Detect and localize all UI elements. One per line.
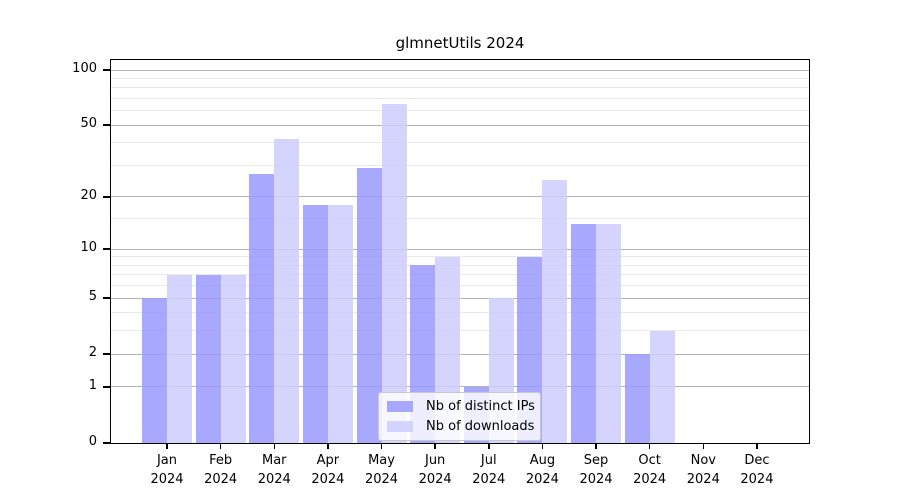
- chart-title: glmnetUtils 2024: [395, 34, 525, 52]
- x-tick-label-feb: Feb 2024: [204, 453, 238, 487]
- x-tick-label-jul: Jul 2024: [472, 453, 506, 487]
- bar-downloads-may: [381, 104, 407, 443]
- bar-distinct-ips-may: [356, 168, 382, 443]
- x-tick-label-sep: Sep 2024: [579, 453, 613, 487]
- x-tick-mark: [327, 443, 329, 449]
- bar-downloads-jan: [167, 274, 192, 443]
- x-tick-mark: [595, 443, 597, 449]
- legend-item-downloads: Nb of downloads: [387, 419, 535, 434]
- y-tick-label: 1: [88, 377, 97, 393]
- y-tick-mark: [103, 353, 110, 355]
- y-tick-label: 100: [72, 61, 97, 76]
- x-tick-label-apr: Apr 2024: [311, 453, 345, 487]
- y-tick-label: 2: [88, 345, 97, 361]
- y-tick-mark: [103, 442, 110, 444]
- x-tick-label-nov: Nov 2024: [686, 453, 720, 487]
- major-gridline: [110, 196, 810, 198]
- legend-swatch-downloads: [387, 421, 413, 432]
- y-tick-mark: [103, 196, 110, 198]
- x-tick-mark: [488, 443, 490, 449]
- y-tick-label: 50: [80, 116, 97, 132]
- minor-gridline: [110, 142, 810, 144]
- x-tick-mark: [166, 443, 168, 449]
- y-tick-label: 10: [80, 240, 97, 256]
- bar-downloads-sep: [596, 224, 622, 443]
- major-gridline: [110, 248, 810, 250]
- bar-distinct-ips-mar: [249, 173, 275, 443]
- legend-item-distinct-ips: Nb of distinct IPs: [387, 399, 535, 414]
- minor-gridline: [110, 110, 810, 112]
- y-tick-mark: [103, 297, 110, 299]
- bar-downloads-apr: [327, 205, 353, 443]
- bar-distinct-ips-jan: [142, 298, 167, 443]
- bar-distinct-ips-oct: [624, 354, 650, 443]
- bar-downloads-feb: [220, 274, 246, 443]
- bar-distinct-ips-feb: [195, 274, 221, 443]
- legend-label-downloads: Nb of downloads: [426, 419, 535, 434]
- legend-label-distinct-ips: Nb of distinct IPs: [426, 399, 535, 414]
- x-tick-label-oct: Oct 2024: [633, 453, 667, 487]
- bar-downloads-mar: [274, 139, 300, 443]
- x-tick-mark: [756, 443, 758, 449]
- major-gridline: [110, 124, 810, 126]
- major-gridline: [110, 69, 810, 71]
- x-tick-mark: [273, 443, 275, 449]
- y-tick-label: 5: [88, 289, 97, 305]
- minor-gridline: [110, 87, 810, 89]
- y-tick-mark: [103, 124, 110, 126]
- y-tick-mark: [103, 69, 110, 71]
- y-tick-label: 20: [80, 187, 97, 203]
- x-tick-label-jan: Jan 2024: [150, 453, 184, 487]
- x-tick-mark: [434, 443, 436, 449]
- legend: Nb of distinct IPs Nb of downloads: [378, 392, 541, 441]
- minor-gridline: [110, 218, 810, 220]
- x-tick-label-dec: Dec 2024: [740, 453, 774, 487]
- y-tick-mark: [103, 386, 110, 388]
- bar-distinct-ips-apr: [302, 205, 328, 443]
- x-tick-label-mar: Mar 2024: [257, 453, 291, 487]
- bar-downloads-oct: [649, 330, 675, 443]
- minor-gridline: [110, 97, 810, 99]
- y-tick-label: 0: [88, 434, 97, 449]
- x-tick-label-jun: Jun 2024: [418, 453, 452, 487]
- legend-swatch-distinct-ips: [387, 401, 413, 412]
- minor-gridline: [110, 164, 810, 166]
- bar-downloads-aug: [542, 179, 568, 443]
- x-tick-label-may: May 2024: [364, 453, 399, 487]
- minor-gridline: [110, 77, 810, 79]
- bar-distinct-ips-sep: [571, 224, 597, 443]
- x-tick-mark: [648, 443, 651, 449]
- x-tick-mark: [219, 443, 222, 449]
- y-tick-mark: [103, 248, 110, 250]
- x-tick-label-aug: Aug 2024: [525, 453, 559, 487]
- x-tick-mark: [380, 443, 383, 449]
- x-tick-mark: [702, 443, 705, 449]
- x-tick-mark: [541, 443, 544, 449]
